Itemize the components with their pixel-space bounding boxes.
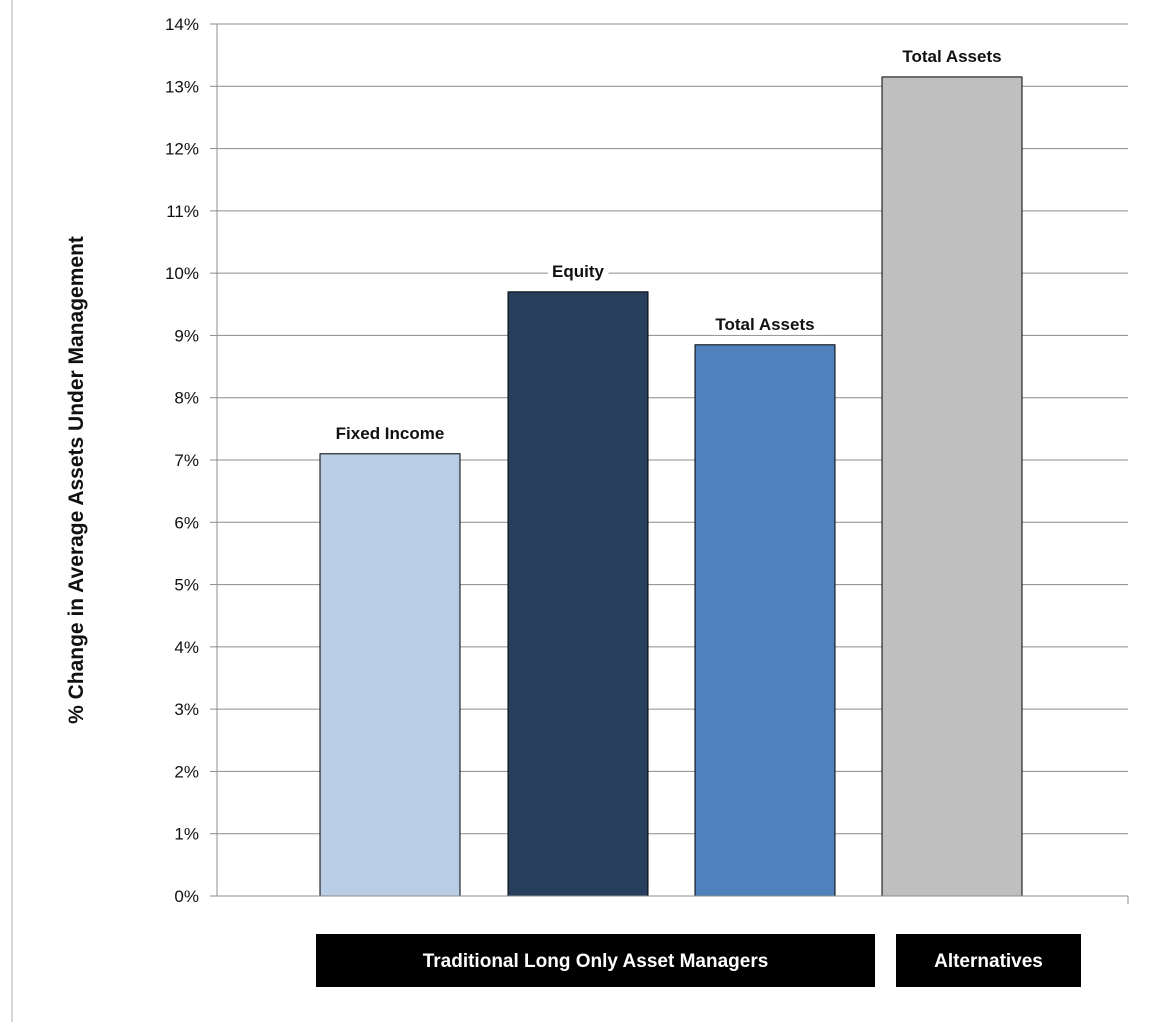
y-tick-label: 10% [165, 264, 199, 283]
y-tick-labels: 0% 1% 2% 3% 4% 5% 6% 7% 8% 9% 10% 11% 12% 13% 14% [165, 15, 199, 906]
y-axis-label: % Change in Average Assets Under Managem… [65, 236, 88, 724]
category-group-box [896, 934, 1081, 987]
bar-data-label: Total Assets [715, 315, 814, 334]
y-tick-label: 11% [166, 202, 199, 221]
data-labels: Fixed Income Equity Total Assets Total Asse… [331, 45, 1006, 444]
bar [319, 453, 461, 897]
data-label-background [548, 260, 609, 282]
y-tick-label: 8% [174, 389, 199, 408]
category-group-label: Traditional Long Only Asset Managers [423, 951, 769, 972]
y-tick-label: 2% [174, 762, 199, 781]
bar [694, 344, 836, 897]
y-tick-label: 6% [174, 513, 199, 532]
y-tick-label: 0% [174, 887, 199, 906]
y-tick-label: 14% [165, 15, 199, 34]
bar-data-label: Total Assets [902, 47, 1001, 66]
y-tick-label: 1% [174, 825, 199, 844]
bar [507, 291, 649, 897]
y-tick-label: 13% [165, 77, 199, 96]
y-tick-label: 12% [165, 140, 199, 159]
y-tick-label: 3% [174, 700, 199, 719]
axes [216, 24, 1129, 904]
bar-data-label: Equity [552, 262, 604, 281]
y-tick-label: 9% [174, 326, 199, 345]
data-label-background [711, 313, 819, 335]
data-label-background [331, 422, 449, 444]
bar [881, 76, 1023, 897]
bars [319, 76, 1023, 897]
data-label-background [898, 45, 1006, 67]
bar-data-label: Fixed Income [336, 424, 445, 443]
category-group-box [316, 934, 875, 987]
y-tick-label: 4% [174, 638, 199, 657]
y-tick-label: 7% [174, 451, 199, 470]
category-groups: Traditional Long Only Asset Managers Alte… [316, 934, 1081, 987]
category-group-label: Alternatives [934, 951, 1043, 972]
y-tick-label: 5% [174, 576, 199, 595]
